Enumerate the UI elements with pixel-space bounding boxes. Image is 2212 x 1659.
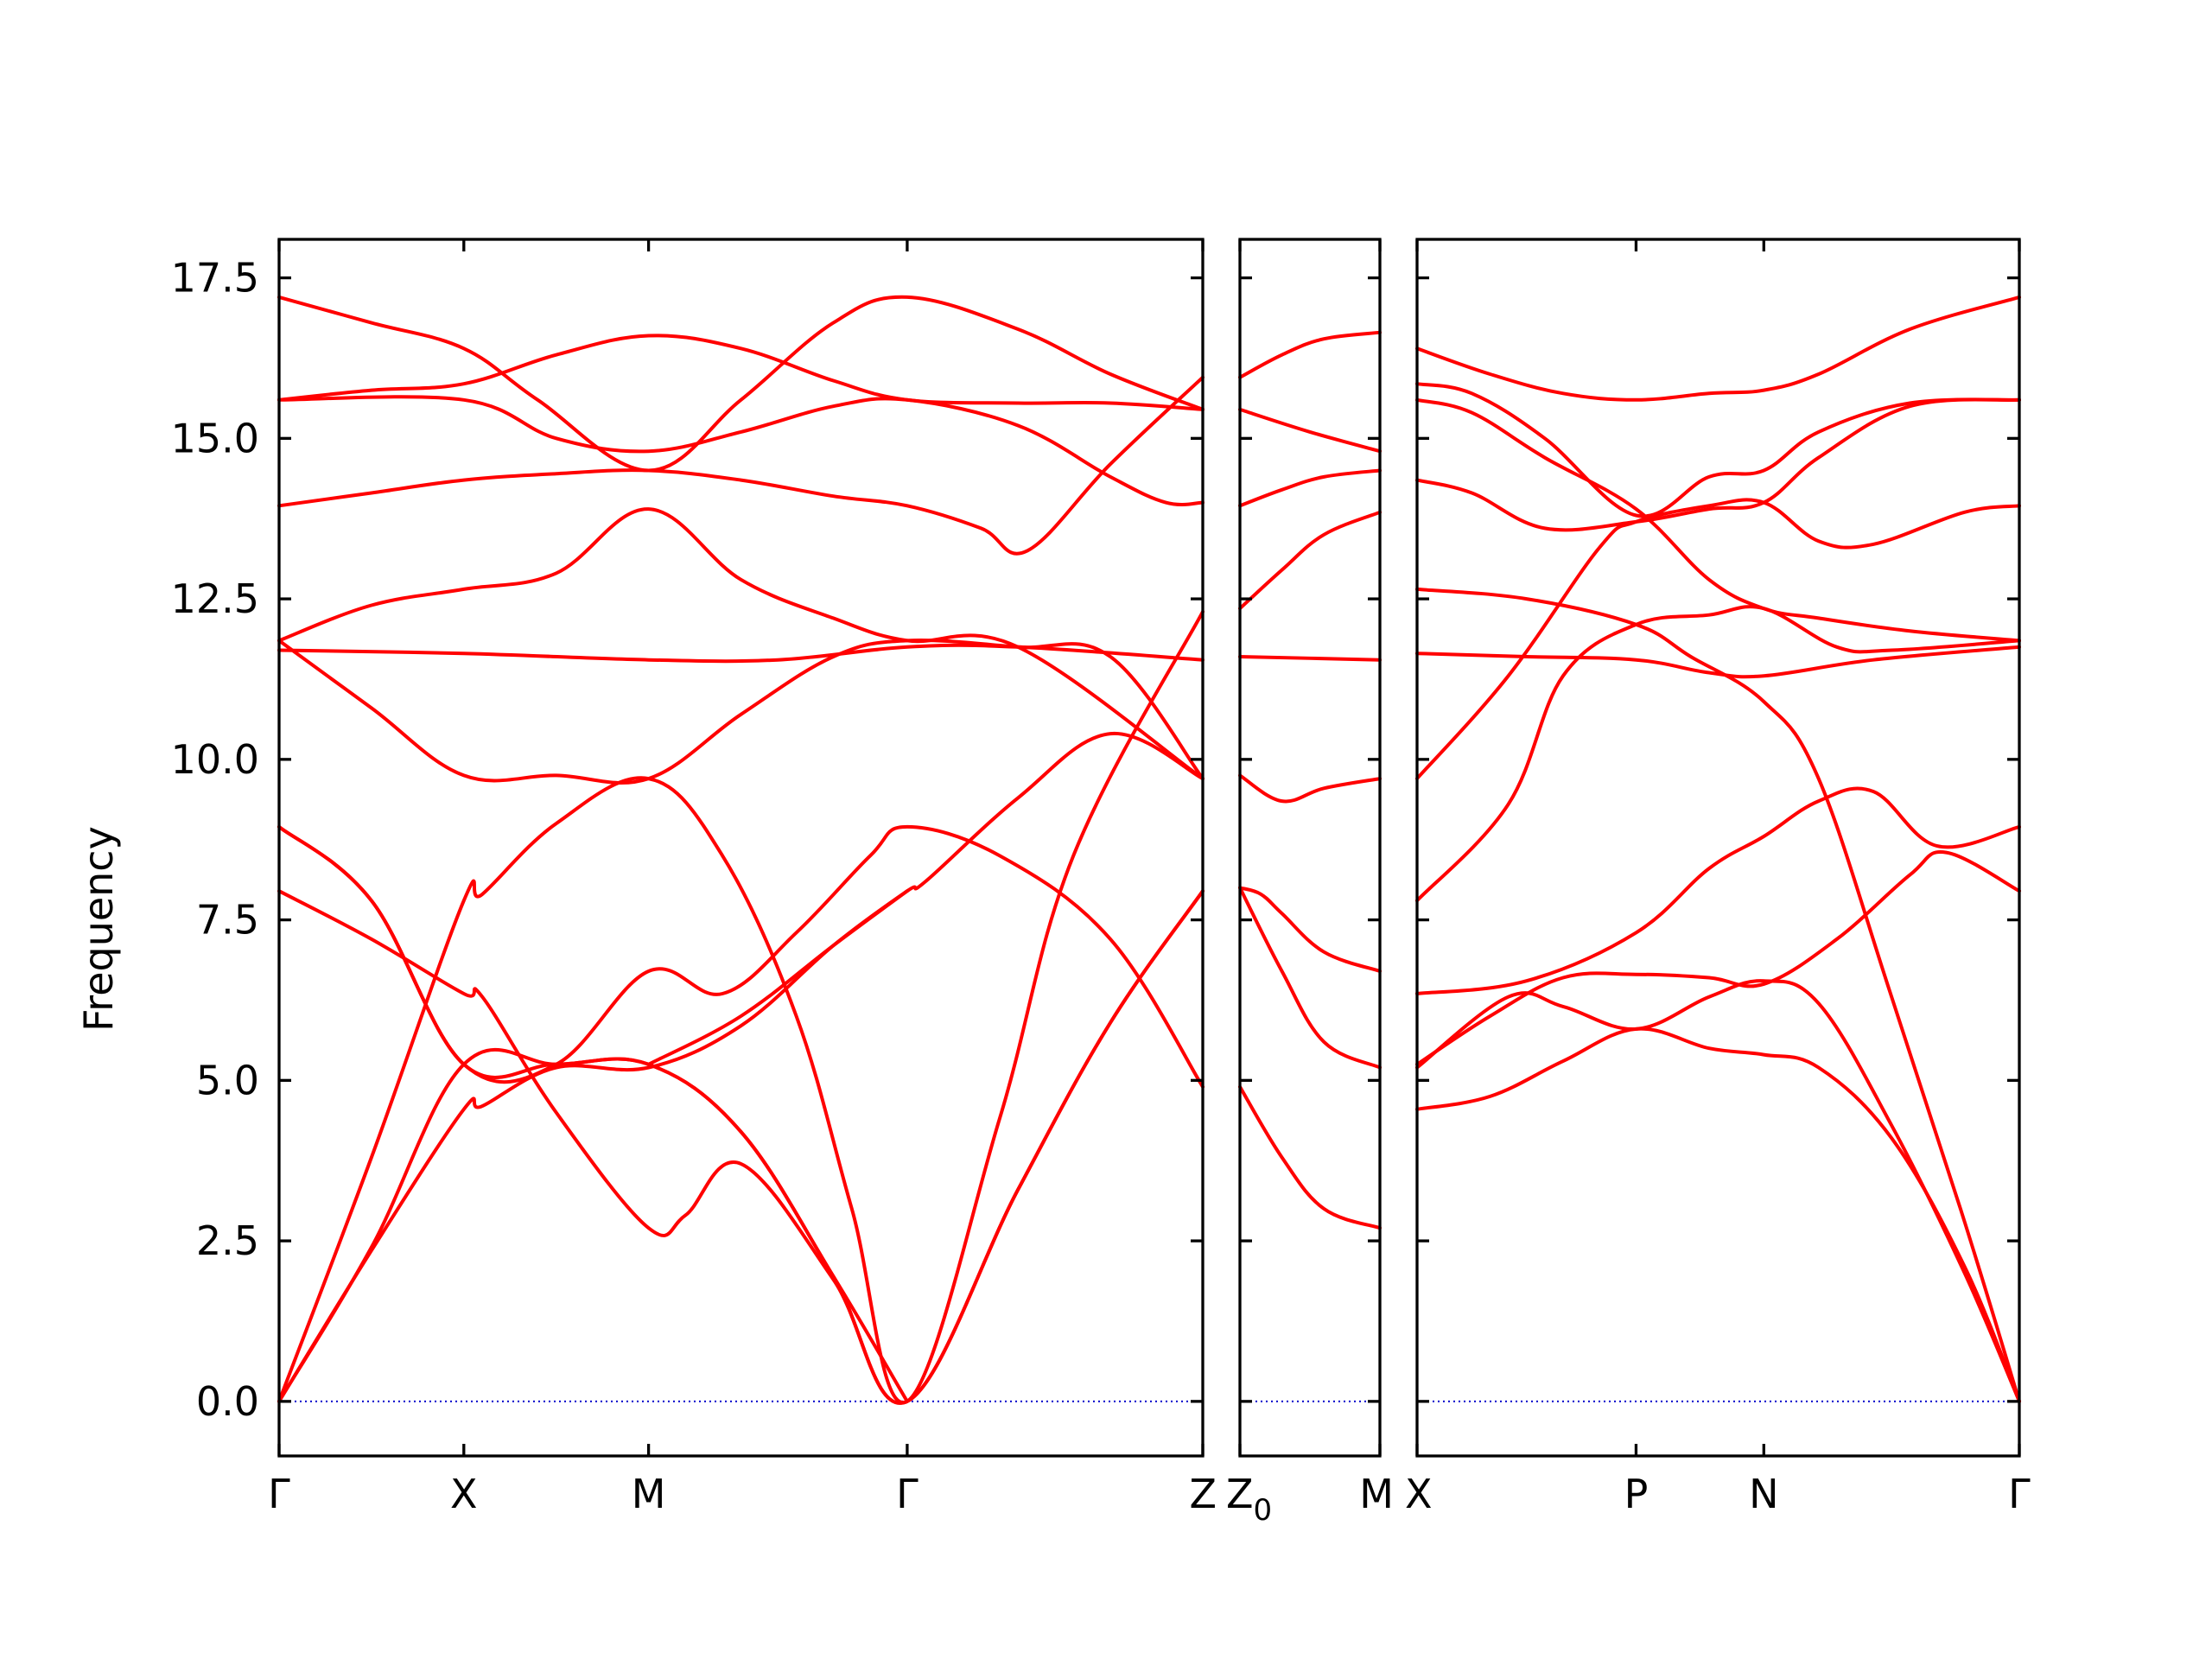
phonon-band-3-6 (1415, 498, 2021, 781)
phonon-band-1-11 (277, 375, 1205, 556)
phonon-band-1-12 (277, 395, 1205, 506)
y-tick-label: 17.5 (171, 255, 259, 302)
x-tick-label: X (450, 1471, 478, 1517)
y-tick-label: 0.0 (196, 1378, 259, 1425)
y-tick-label: 2.5 (196, 1217, 259, 1264)
phonon-band-3-7 (1415, 645, 2021, 679)
x-tick-label: Γ (896, 1471, 918, 1517)
phonon-band-1-8 (277, 639, 1205, 785)
phonon-band-2-8 (1238, 407, 1382, 454)
phonon-band-3-5 (1415, 605, 2021, 903)
phonon-band-2-4 (1238, 773, 1382, 804)
panel-frame (1238, 238, 1382, 1458)
x-tick-label: Γ (268, 1471, 290, 1517)
y-tick-label: 10.0 (171, 736, 259, 783)
phonon-band-2-7 (1238, 468, 1382, 508)
phonon-band-2-5 (1238, 655, 1382, 662)
x-tick-label: M (1359, 1471, 1394, 1517)
phonon-band-1-13 (277, 334, 1205, 411)
phonon-band-2-9 (1238, 330, 1382, 379)
x-tick-label: X (1405, 1471, 1433, 1517)
phonon-band-1-4 (277, 889, 1205, 1405)
x-tick-label: Z0 (1226, 1471, 1272, 1528)
y-tick-label: 12.5 (171, 575, 259, 622)
phonon-band-2-6 (1238, 510, 1382, 611)
phonon-band-1-6 (277, 824, 1205, 1089)
x-tick-label: M (632, 1471, 666, 1517)
panel-2: Z0 M (1226, 238, 1394, 1528)
panel-frame (277, 238, 1205, 1458)
x-tick-label: Z (1189, 1471, 1217, 1517)
panel-frame (1415, 238, 2021, 1458)
y-tick-label: 5.0 (196, 1057, 259, 1103)
x-tick-label: P (1624, 1471, 1649, 1517)
phonon-band-1-9 (277, 643, 1205, 664)
phonon-band-3-9 (1415, 397, 2021, 532)
y-tick-label: 7.5 (196, 897, 259, 944)
phonon-band-1-1 (277, 732, 1205, 1403)
phonon-band-3-12 (1415, 295, 2021, 402)
phonon-band-1-10 (277, 507, 1205, 781)
phonon-band-3-2 (1415, 979, 2021, 1403)
phonon-band-2-1 (1238, 1084, 1382, 1230)
panels-layer: Γ X M Γ Z Z0 M X P N Γ (268, 238, 2031, 1528)
y-tick-label: 15.0 (171, 415, 259, 461)
phonon-band-2-3 (1238, 886, 1382, 973)
phonon-band-3-1 (1415, 1027, 2021, 1403)
phonon-band-1-3 (277, 609, 1205, 1405)
x-tick-label-subscript: 0 (1254, 1493, 1273, 1528)
phonon-band-2-2 (1238, 886, 1382, 1070)
phonon-band-3-11 (1415, 382, 2021, 518)
x-tick-label: N (1749, 1471, 1778, 1517)
phonon-band-3-3 (1415, 850, 2021, 1066)
phonon-band-3-10 (1415, 397, 2021, 643)
y-axis: 0.0 2.5 5.0 7.5 10.0 12.5 15.0 17.5 (171, 255, 259, 1425)
phonon-band-1-7 (646, 889, 909, 1066)
phonon-band-3-4 (1415, 786, 2021, 995)
x-tick-label: Γ (2008, 1471, 2031, 1517)
phonon-band-3-8 (1415, 587, 2021, 1403)
phonon-band-1-14 (277, 295, 1205, 473)
y-axis-label: Frequency (75, 826, 122, 1032)
phonon-band-1-5 (277, 824, 909, 1403)
